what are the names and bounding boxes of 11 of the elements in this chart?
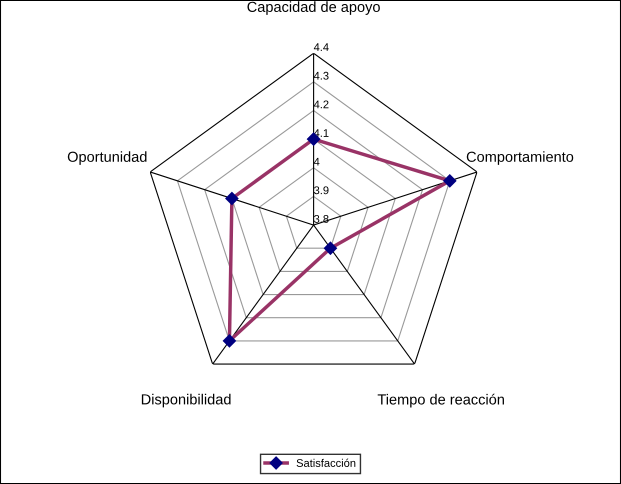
spoke-label: Tiempo de reacción xyxy=(378,394,504,408)
spoke-label: Capacidad de apoyo xyxy=(247,1,380,15)
y-tick-label: 4.3 xyxy=(314,72,329,80)
spoke-label: Comportamiento xyxy=(466,151,574,165)
spoke-label: Disponibilidad xyxy=(142,394,231,408)
y-tick-label: 3.9 xyxy=(314,186,329,194)
spoke-label: Oportunidad xyxy=(68,151,146,165)
y-tick-label: 4 xyxy=(314,158,320,166)
y-tick-label: 4.2 xyxy=(314,100,328,108)
y-tick-label: 4.4 xyxy=(314,43,329,51)
legend-label: Satisfacción xyxy=(296,458,356,467)
